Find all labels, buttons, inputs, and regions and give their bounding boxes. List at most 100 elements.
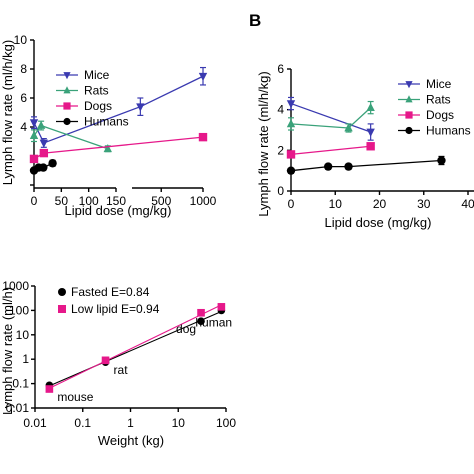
- panel-b-data-point: [323, 162, 333, 171]
- panel-a-legend-label: Humans: [84, 115, 129, 129]
- panel-a-data-point: [198, 132, 208, 142]
- panel-c-legend: Fasted E=0.84 Low lipid E=0.94: [58, 285, 160, 316]
- panel-b-y-tick-label: 4: [277, 103, 284, 117]
- panel-c-legend-label: Fasted E=0.84: [71, 285, 150, 299]
- panel-b-data-point: [366, 128, 375, 137]
- panel-c-x-tick-label: 1: [127, 416, 134, 430]
- panel-b-series-mice: [286, 96, 375, 141]
- panel-b-data-point: [437, 156, 446, 165]
- panel-b-legend-marker: [405, 95, 413, 103]
- panel-c-x-tick-label: 10: [172, 416, 186, 430]
- panel-c-x-tick-label: 0.01: [23, 416, 47, 430]
- panel-b-x-tick-label: 0: [288, 197, 295, 211]
- panel-a-series-dogs: [29, 132, 208, 164]
- panel-b-x-tick-label: 10: [329, 197, 343, 211]
- panel-a-series-line: [43, 136, 204, 154]
- panel-a-legend-item: Humans: [56, 115, 129, 129]
- panel-a-x-tick-label: 500: [151, 194, 171, 208]
- panel-b-series-line: [290, 165, 329, 172]
- panel-c-fit-line: [49, 304, 222, 389]
- panel-c-y-tick-label: 1000: [2, 279, 29, 293]
- panel-b-ticklabels: 0 2 4 6 0 10 20 30 40: [277, 62, 474, 211]
- panel-b-y-axis-title: Lymph flow rate (ml/h/kg): [256, 71, 271, 216]
- panel-a-y-axis-title: Lymph flow rate (ml/h/kg): [0, 40, 15, 185]
- panel-c-legend-item: Fasted E=0.84: [58, 285, 150, 299]
- panel-a-series-rats: [29, 120, 112, 153]
- panel-c-data-point: [45, 385, 54, 393]
- panel-c-y-tick-label: 10: [16, 328, 30, 342]
- panel-a-data-point: [39, 139, 49, 148]
- panel-c-annotation: human: [195, 315, 232, 329]
- panel-a-x-tick-label: 50: [55, 194, 69, 208]
- panel-a-data-point: [29, 130, 39, 140]
- panel-a-x-tick-label: 0: [31, 194, 38, 208]
- panel-a-legend-marker: [63, 86, 71, 94]
- panel-a-data-point: [198, 72, 208, 82]
- panel-b-series-line: [348, 159, 442, 168]
- panel-c-y-tick-label: 0.1: [12, 377, 29, 391]
- panel-a-series-line: [40, 124, 109, 150]
- panel-c-x-tick-label: 100: [216, 416, 236, 430]
- panel-a-legend-item: Dogs: [56, 99, 112, 113]
- panel-a-data-point: [29, 119, 39, 128]
- panel-a-series-mice: [29, 66, 208, 148]
- panel-b-series-line: [290, 102, 371, 133]
- panel-c-y-tick-label: 100: [9, 303, 29, 317]
- panel-a-x-tick-label: 150: [106, 194, 126, 208]
- panel-a-y-tick-label: 4: [20, 120, 27, 134]
- panel-c-y-tick-label: 0.01: [6, 401, 30, 415]
- panel-a-legend-item: Mice: [56, 68, 110, 82]
- panel-b-x-tick-label: 40: [461, 197, 474, 211]
- panel-b-y-tick-label: 6: [277, 62, 284, 76]
- panel-a-x-tick-label: 1000: [190, 194, 217, 208]
- panel-b-data-point: [286, 119, 296, 128]
- panel-b-legend-marker: [405, 111, 413, 119]
- panel-b-y-tick-label: 2: [277, 143, 284, 157]
- panel-c-x-tick-label: 0.1: [74, 416, 91, 430]
- panel-c-data-point: [197, 308, 205, 317]
- panel-c-y-axis-title: Lymph flow rate (ml/h): [0, 287, 15, 415]
- panel-b-series-dogs: [286, 142, 375, 159]
- panel-b-series-line: [348, 107, 372, 129]
- panel-b-legend-item: Rats: [398, 93, 451, 107]
- panel-a-legend-label: Dogs: [84, 99, 112, 113]
- panel-c-chart: 0.01 0.1 1 10 100 1000 0.01 0.1 1 10 100 Weight (kg…: [0, 279, 236, 448]
- panel-a-legend-marker: [63, 102, 71, 110]
- panel-a-data-point: [36, 120, 46, 129]
- panel-a-legend-marker: [63, 72, 71, 80]
- panel-a-series-humans: [29, 159, 57, 175]
- panel-b-legend-label: Mice: [426, 77, 452, 91]
- panel-b-legend-label: Rats: [426, 93, 451, 107]
- panel-a-series-line: [33, 122, 45, 144]
- panel-a-series-line: [43, 106, 141, 144]
- panel-b-legend-item: Humans: [398, 124, 471, 138]
- panel-a-y-tick-label: 6: [20, 91, 27, 105]
- panel-a-y-tick-label: 8: [20, 62, 27, 76]
- panel-a-data-point: [29, 154, 39, 164]
- panel-b-y-tick-label: 0: [277, 184, 284, 198]
- panel-a-series-line: [140, 75, 204, 108]
- panel-b-legend-label: Dogs: [426, 108, 454, 122]
- panel-c-legend-marker: [58, 288, 66, 296]
- panel-a-data-point: [136, 103, 145, 112]
- panel-b-x-tick-label: 20: [373, 197, 387, 211]
- panel-c-data-point: [217, 303, 226, 311]
- panel-b-x-tick-label: 30: [417, 197, 431, 211]
- panel-c-ticklabels: 0.01 0.1 1 10 100 1000 0.01 0.1 1 10 100: [2, 279, 236, 430]
- panel-b-series-rats: [286, 100, 375, 133]
- panel-a-data-point: [39, 163, 48, 172]
- panel-b-legend-item: Dogs: [398, 108, 454, 122]
- panel-b-data-point: [344, 123, 353, 132]
- panel-c-axes: [31, 285, 227, 412]
- panel-b-legend-item: Mice: [398, 77, 452, 91]
- panel-b-legend-marker: [405, 126, 413, 135]
- panel-a-x-axis-title: Lipid dose (mg/kg): [65, 203, 172, 218]
- panel-a-axes: [30, 39, 204, 192]
- panel-b-x-axis-title: Lipid dose (mg/kg): [325, 215, 432, 230]
- panel-b-chart: B 0 2 4 6 0 10 20 30 40 Lipid dose (mg/kg) Lymph fl…: [249, 11, 474, 230]
- panel-a-y-tick-label: 10: [14, 33, 28, 47]
- panel-c-legend-item: Low lipid E=0.94: [58, 302, 160, 316]
